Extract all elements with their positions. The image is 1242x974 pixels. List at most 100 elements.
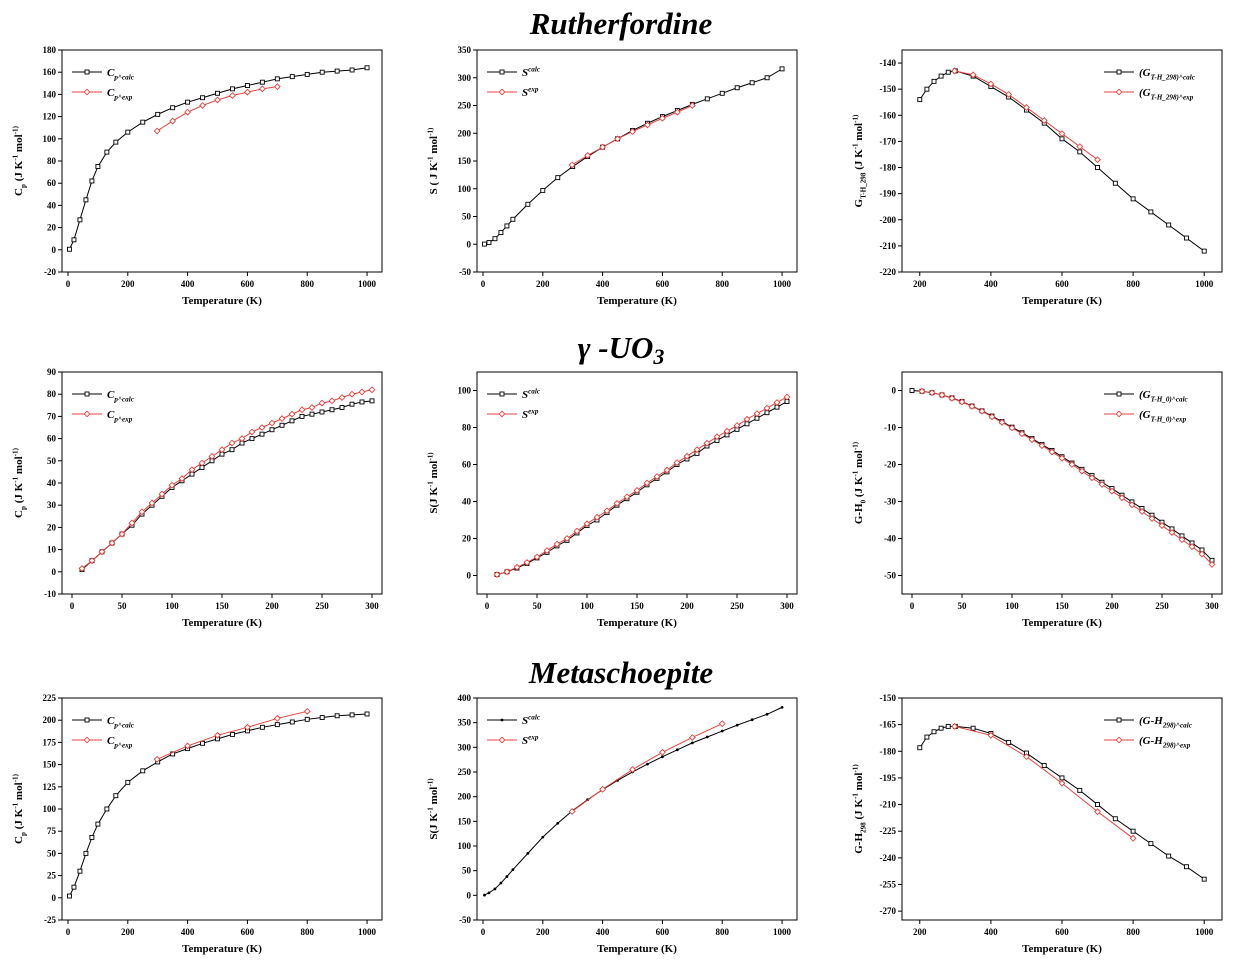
data-point [951, 67, 959, 75]
data-point [493, 571, 501, 579]
series-line-1 [571, 723, 723, 812]
y-tick-label: 40 [47, 478, 57, 488]
data-point [988, 413, 996, 421]
legend-marker [499, 391, 505, 397]
data-point [970, 725, 976, 731]
data-point [525, 201, 531, 207]
x-tick-label: 1000 [1195, 927, 1214, 937]
data-point [214, 96, 221, 104]
x-tick-label: 800 [715, 279, 729, 289]
y-tick-label: 0 [52, 893, 57, 903]
data-point [329, 407, 335, 413]
y-tick-label: 0 [467, 890, 472, 900]
data-point [1058, 130, 1066, 138]
series-line-1 [954, 725, 1134, 839]
data-point [969, 71, 977, 79]
legend-marker [1116, 717, 1122, 723]
data-point [623, 493, 631, 501]
data-point [1158, 522, 1166, 529]
data-point [1112, 180, 1118, 186]
data-point [1005, 90, 1013, 98]
data-point [269, 427, 275, 433]
data-point [1166, 222, 1172, 228]
y-tick-label: 30 [47, 500, 57, 510]
y-tick-label: -210 [880, 241, 897, 251]
data-point [288, 410, 296, 418]
data-point [1188, 543, 1196, 551]
data-point [917, 97, 923, 103]
data-point [931, 729, 937, 735]
data-point [140, 119, 146, 125]
data-point [153, 127, 161, 135]
y-tick-label: 150 [43, 760, 57, 770]
data-point [1041, 763, 1047, 768]
data-point [258, 85, 266, 93]
x-tick-label: 800 [715, 927, 729, 937]
legend-label: (GT-H_0)^calc [1139, 389, 1189, 403]
y-axis-label: Cp (J K-1 mol-1) [12, 447, 28, 518]
data-point [978, 407, 986, 415]
x-tick-label: 0 [481, 279, 486, 289]
data-point [629, 766, 636, 773]
data-point [78, 565, 86, 572]
data-point [780, 705, 784, 709]
x-tick-label: 1000 [358, 279, 377, 289]
data-point [1006, 739, 1012, 745]
data-point [1038, 442, 1046, 450]
data-point [673, 459, 681, 467]
data-point [304, 71, 310, 77]
data-point [644, 121, 651, 129]
data-point [987, 80, 995, 88]
data-point [138, 508, 146, 516]
data-point [274, 76, 280, 82]
y-tick-label: 180 [43, 45, 57, 55]
data-point [1058, 779, 1066, 787]
y-tick-label: -220 [880, 267, 897, 277]
x-tick-label: 200 [913, 279, 927, 289]
x-tick-label: 100 [165, 601, 179, 611]
data-point [104, 806, 110, 812]
section-title-gamma-uo3: γ -UO3 [577, 330, 665, 369]
x-tick-label: 0 [66, 279, 71, 289]
legend-label: Sexp [522, 734, 539, 747]
y-tick-label: -20 [44, 267, 56, 277]
y-tick-label: 60 [47, 434, 57, 444]
y-tick-label: 20 [462, 534, 472, 544]
data-point [89, 834, 95, 840]
y-axis-label: S ( J K-1 mol-1) [427, 127, 440, 194]
data-point [663, 466, 671, 474]
y-tick-label: 350 [458, 45, 472, 55]
data-point [1148, 209, 1154, 215]
data-point [658, 114, 666, 122]
legend-label: (GT-H_0)^exp [1139, 409, 1187, 423]
x-tick-label: 200 [1105, 601, 1119, 611]
data-point [230, 86, 235, 92]
x-tick-label: 400 [596, 927, 610, 937]
data-point [274, 722, 280, 728]
legend-label: Cp^exp [107, 735, 133, 749]
data-point [498, 230, 504, 236]
x-axis-label: Temperature (K) [597, 617, 677, 629]
y-tick-label: -170 [880, 136, 897, 146]
data-point [67, 246, 72, 252]
y-tick-label: 20 [47, 223, 57, 233]
legend-marker [84, 69, 90, 75]
data-point [299, 413, 305, 419]
y-tick-label: 0 [467, 571, 472, 581]
y-tick-label: 125 [43, 782, 57, 792]
data-point [653, 473, 661, 480]
data-point [259, 431, 265, 437]
y-tick-label: 50 [47, 456, 57, 466]
data-point [215, 90, 220, 96]
y-tick-label: -210 [880, 800, 897, 810]
data-point [249, 436, 255, 442]
x-tick-label: 400 [984, 927, 998, 937]
data-point [319, 69, 325, 75]
data-point [358, 388, 366, 396]
data-point [200, 740, 206, 746]
y-tick-label: 200 [458, 128, 472, 138]
data-point [178, 475, 186, 482]
y-tick-label: -160 [880, 110, 897, 120]
data-point [718, 720, 726, 728]
data-point [349, 67, 355, 73]
